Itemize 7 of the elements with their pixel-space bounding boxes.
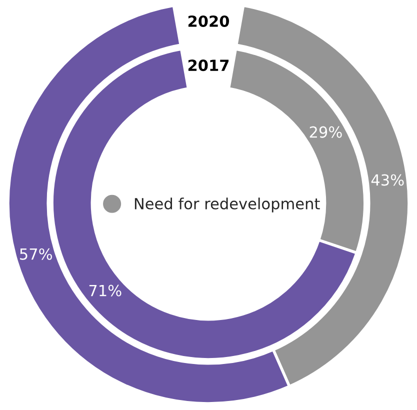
data-label: 71% [89,284,122,296]
legend-label: Need for redevelopment [134,198,320,212]
slice-label: 2020 [188,15,230,27]
data-label: 29% [310,126,342,138]
data-label: 57% [20,248,52,260]
slice-label: 2017 [188,60,229,72]
data-label: 43% [371,174,404,186]
